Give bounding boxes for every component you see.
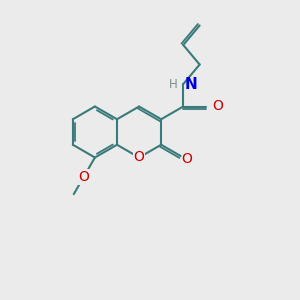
Text: O: O [134,151,145,164]
Text: N: N [185,76,197,92]
Text: H: H [169,78,178,91]
Text: O: O [78,170,89,184]
Text: O: O [181,152,192,166]
Text: O: O [212,100,223,113]
